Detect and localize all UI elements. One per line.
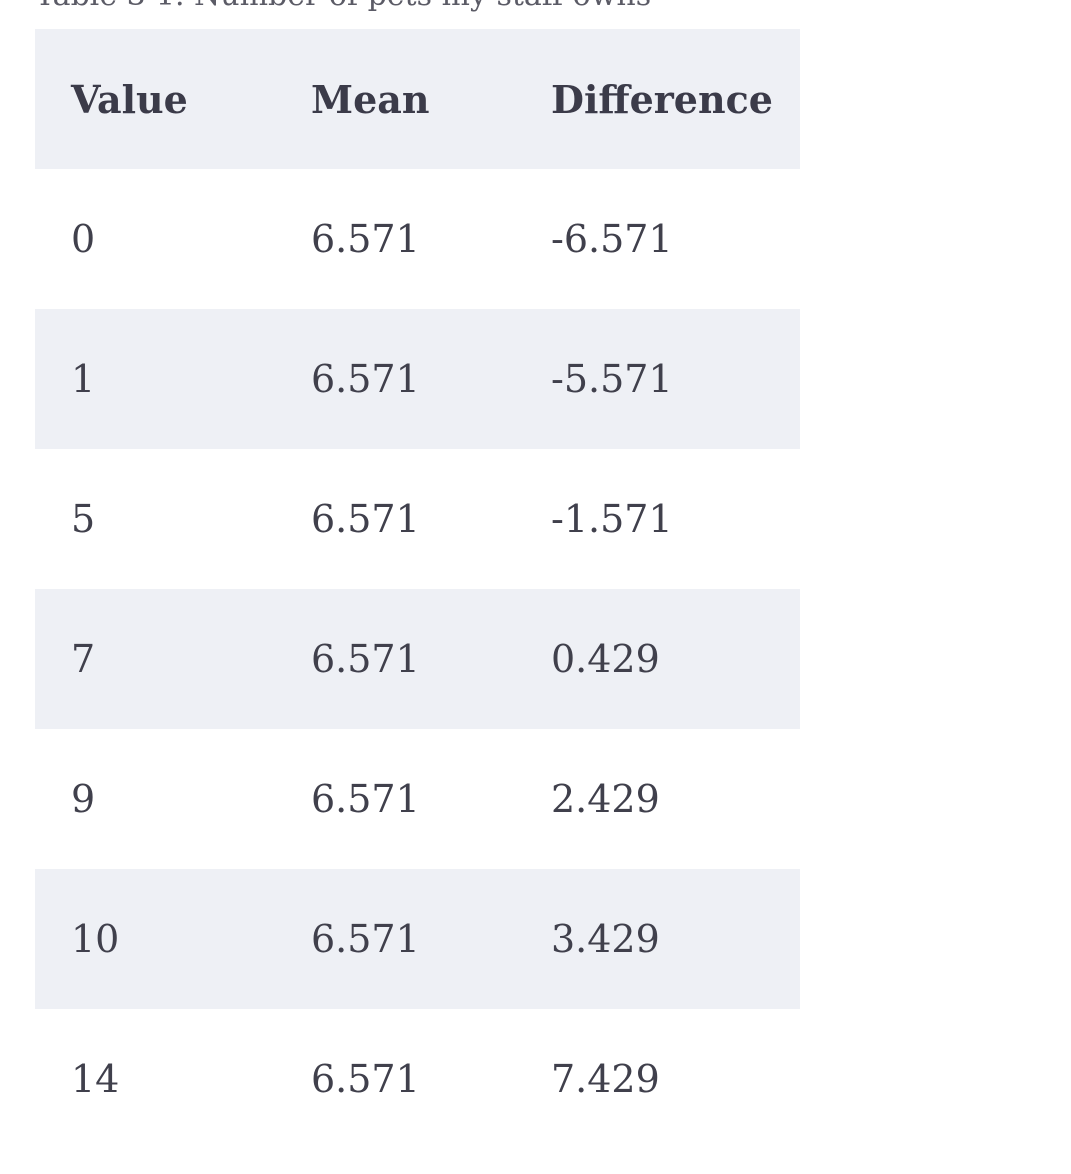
table-row: 7 6.571 0.429 bbox=[35, 589, 800, 729]
cell-mean: 6.571 bbox=[311, 497, 420, 541]
cell-value: 9 bbox=[71, 777, 96, 821]
cell-mean: 6.571 bbox=[311, 917, 420, 961]
cell-difference: 7.429 bbox=[551, 1057, 660, 1101]
cell-difference: 3.429 bbox=[551, 917, 660, 961]
cell-mean: 6.571 bbox=[311, 637, 420, 681]
cell-difference: 0.429 bbox=[551, 637, 660, 681]
table-row: 0 6.571 -6.571 bbox=[35, 169, 800, 309]
table-row: 10 6.571 3.429 bbox=[35, 869, 800, 1009]
cell-difference: -5.571 bbox=[551, 357, 673, 401]
cell-difference: -6.571 bbox=[551, 217, 673, 261]
cell-value: 1 bbox=[71, 357, 96, 401]
cell-value: 14 bbox=[71, 1057, 120, 1101]
header-mean: Mean bbox=[311, 76, 430, 122]
header-difference: Difference bbox=[551, 76, 773, 122]
cell-mean: 6.571 bbox=[311, 217, 420, 261]
cell-value: 7 bbox=[71, 637, 96, 681]
table-row: 9 6.571 2.429 bbox=[35, 729, 800, 869]
cell-mean: 6.571 bbox=[311, 1057, 420, 1101]
cell-mean: 6.571 bbox=[311, 357, 420, 401]
cell-value: 0 bbox=[71, 217, 96, 261]
cell-value: 5 bbox=[71, 497, 96, 541]
cell-mean: 6.571 bbox=[311, 777, 420, 821]
cell-difference: -1.571 bbox=[551, 497, 673, 541]
table-header-row: Value Mean Difference bbox=[35, 29, 800, 169]
pets-table: Value Mean Difference 0 6.571 -6.571 1 6… bbox=[35, 29, 800, 1149]
table-row: 14 6.571 7.429 bbox=[35, 1009, 800, 1149]
header-value: Value bbox=[71, 76, 188, 122]
cell-value: 10 bbox=[71, 917, 120, 961]
table-row: 5 6.571 -1.571 bbox=[35, 449, 800, 589]
table-caption: Table 3-1. Number of pets my staff owns bbox=[35, 0, 651, 14]
table-row: 1 6.571 -5.571 bbox=[35, 309, 800, 449]
cell-difference: 2.429 bbox=[551, 777, 660, 821]
